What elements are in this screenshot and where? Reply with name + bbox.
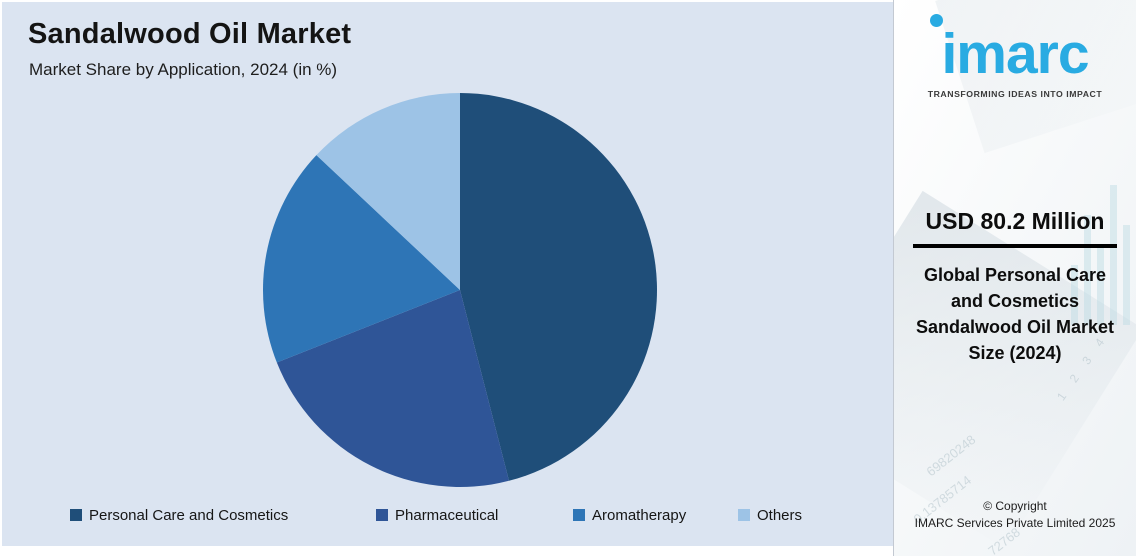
legend-label: Others	[757, 506, 803, 524]
page-title: Sandalwood Oil Market	[28, 18, 352, 50]
pie-chart	[263, 93, 657, 487]
legend-label: Personal Care and Cosmetics	[89, 506, 289, 524]
market-size-block: USD 80.2 Million Global Personal Care an…	[894, 208, 1136, 366]
pie-slice-1	[276, 290, 509, 487]
chart-subtitle: Market Share by Application, 2024 (in %)	[29, 60, 338, 79]
sidebar-decor-bars	[1071, 185, 1130, 325]
chart-legend: Personal Care and Cosmetics Pharmaceutic…	[2, 505, 893, 527]
legend-swatch-others	[738, 509, 750, 521]
chart-panel: Sandalwood Oil Market Market Share by Ap…	[2, 2, 893, 546]
imarc-logo-text: imarc	[941, 22, 1089, 86]
legend-item-aromatherapy: Aromatherapy	[573, 505, 686, 525]
brand-sidebar: 69820248 0.13785714 72768 1 2 3 4 imarc …	[893, 0, 1136, 556]
market-size-value: USD 80.2 Million	[925, 208, 1105, 234]
pie-slice-3	[316, 93, 460, 290]
market-size-label: Global Personal Care and Cosmetics Sanda…	[915, 265, 1115, 364]
legend-item-others: Others	[738, 505, 802, 525]
pie-slice-2	[263, 155, 460, 363]
metric-divider	[913, 244, 1117, 248]
legend-swatch-pharmaceutical	[376, 509, 388, 521]
legend-item-pharmaceutical: Pharmaceutical	[376, 505, 498, 525]
legend-swatch-personal-care	[70, 509, 82, 521]
legend-label: Pharmaceutical	[395, 506, 499, 524]
legend-item-personal-care: Personal Care and Cosmetics	[70, 505, 288, 525]
pie-chart-svg	[263, 93, 657, 487]
copyright-notice: © Copyright IMARC Services Private Limit…	[894, 498, 1136, 532]
pie-slice-0	[460, 93, 657, 481]
imarc-tagline: TRANSFORMING IDEAS INTO IMPACT	[927, 89, 1103, 100]
copyright-line2: IMARC Services Private Limited 2025	[914, 516, 1116, 531]
legend-swatch-aromatherapy	[573, 509, 585, 521]
copyright-line1: © Copyright	[983, 499, 1047, 514]
imarc-logo-dot-icon	[930, 14, 943, 27]
legend-label: Aromatherapy	[592, 506, 687, 524]
imarc-logo: imarc TRANSFORMING IDEAS INTO IMPACT	[894, 14, 1136, 99]
